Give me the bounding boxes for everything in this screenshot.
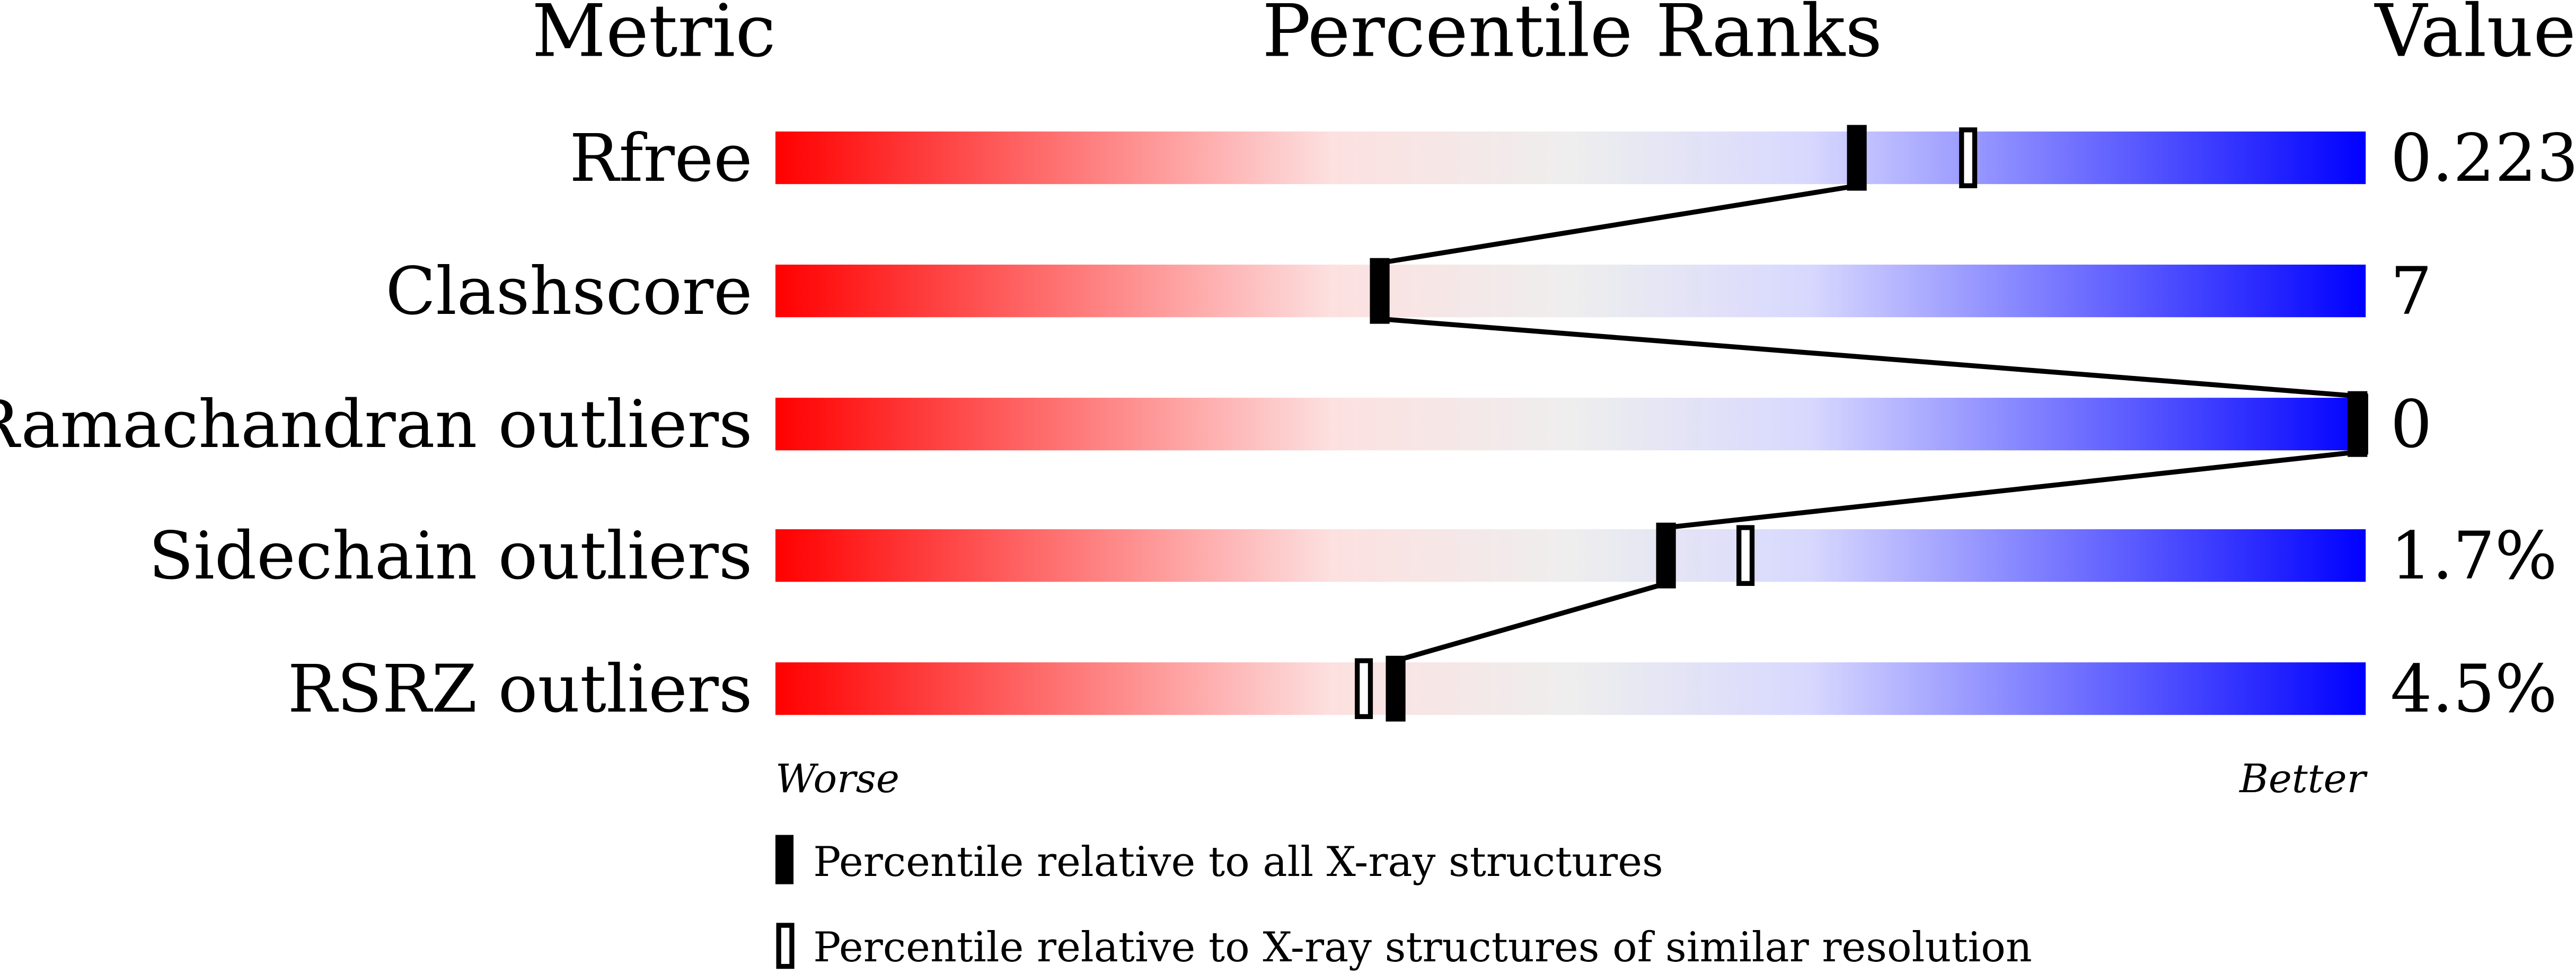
percentile-bar <box>775 529 2366 582</box>
similar-resolution-marker <box>1959 127 1978 188</box>
all-structures-marker <box>1386 655 1406 722</box>
metric-label: Sidechain outliers <box>148 518 752 594</box>
percentile-bar <box>775 265 2366 318</box>
connector-line <box>1379 316 2358 399</box>
percentile-bar <box>775 132 2366 185</box>
legend-label-similar: Percentile relative to X-ray structures … <box>813 924 2032 971</box>
all-structures-marker <box>1847 125 1867 191</box>
connector-line <box>1395 581 1667 663</box>
connector-line <box>1379 183 1857 266</box>
metric-value: 0 <box>2390 387 2432 463</box>
axis-label-better: Better <box>2238 756 2368 802</box>
metric-value: 1.7% <box>2390 518 2557 594</box>
percentile-bar <box>775 662 2366 715</box>
similar-resolution-marker <box>1355 658 1373 720</box>
axis-label-worse: Worse <box>775 756 899 802</box>
header-percentile-ranks: Percentile Ranks <box>1262 0 1882 73</box>
metric-label: Rfree <box>569 120 752 197</box>
percentile-bar <box>775 398 2366 451</box>
header-value: Value <box>2374 0 2576 73</box>
connector-line <box>1665 449 2358 530</box>
metric-label: Clashscore <box>385 253 752 330</box>
metric-value: 0.223 <box>2390 120 2576 197</box>
metric-label: Ramachandran outliers <box>0 387 753 463</box>
legend-hollow-marker <box>776 923 795 969</box>
metric-value: 7 <box>2390 253 2432 330</box>
similar-resolution-marker <box>1736 525 1755 586</box>
all-structures-marker <box>1656 522 1676 589</box>
header-metric: Metric <box>532 0 775 73</box>
metric-value: 4.5% <box>2390 651 2557 727</box>
legend-label-all: Percentile relative to all X-ray structu… <box>813 838 1663 886</box>
metric-label: RSRZ outliers <box>288 651 753 727</box>
all-structures-marker <box>1370 258 1390 324</box>
all-structures-marker <box>2348 391 2368 457</box>
legend-filled-marker <box>775 835 794 884</box>
